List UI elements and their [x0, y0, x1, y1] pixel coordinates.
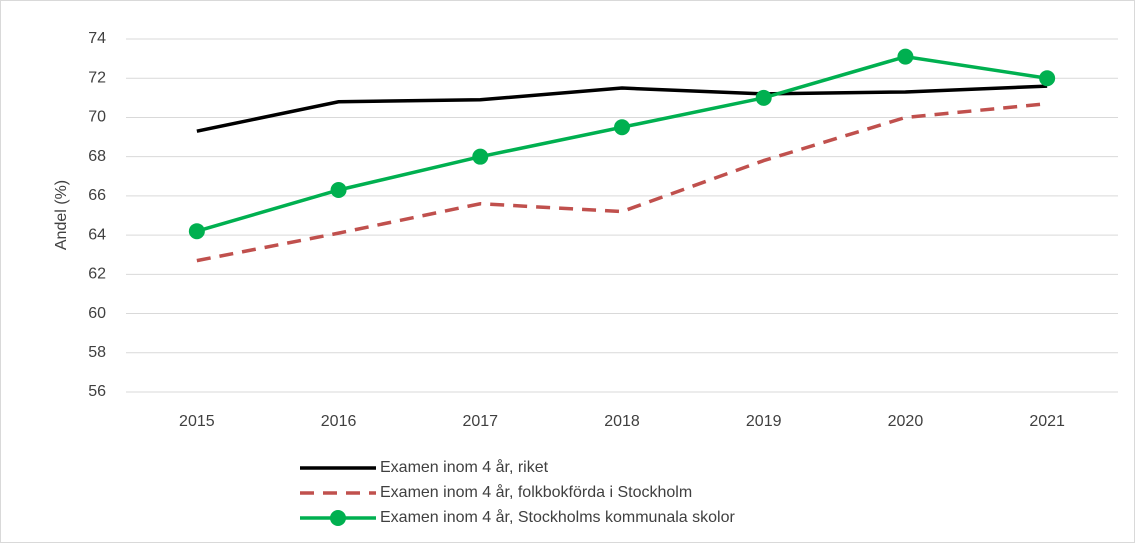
y-tick-label: 68 [88, 148, 106, 165]
x-tick-label: 2016 [321, 413, 357, 430]
y-tick-label: 74 [88, 30, 106, 47]
series-marker [472, 148, 489, 165]
y-tick-label: 70 [88, 109, 106, 126]
series-line [196, 84, 1048, 133]
legend-label: Examen inom 4 år, riket [380, 458, 549, 476]
y-tick-label: 60 [88, 305, 106, 322]
legend-marker [330, 510, 346, 526]
series-marker [614, 119, 630, 136]
x-tick-label: 2018 [604, 413, 640, 430]
x-tick-label: 2021 [1029, 413, 1065, 430]
series-marker [330, 182, 347, 199]
series-marker [897, 48, 914, 65]
y-tick-label: 58 [88, 344, 106, 361]
series-marker [1039, 70, 1056, 87]
x-tick-label: 2017 [462, 413, 498, 430]
legend-label: Examen inom 4 år, Stockholms kommunala s… [380, 508, 735, 526]
series-marker [755, 89, 772, 106]
series-line [196, 101, 1048, 263]
y-tick-label: 56 [88, 383, 106, 400]
x-tick-label: 2020 [888, 413, 924, 430]
x-tick-label: 2015 [179, 413, 215, 430]
series-marker [188, 223, 205, 240]
y-tick-label: 66 [88, 187, 106, 204]
x-tick-label: 2019 [746, 413, 782, 430]
legend-label: Examen inom 4 år, folkbokförda i Stockho… [380, 483, 692, 501]
y-tick-label: 62 [88, 266, 106, 283]
y-tick-label: 64 [88, 226, 106, 243]
y-tick-label: 72 [88, 69, 106, 86]
y-axis-label: Andel (%) [53, 180, 70, 250]
